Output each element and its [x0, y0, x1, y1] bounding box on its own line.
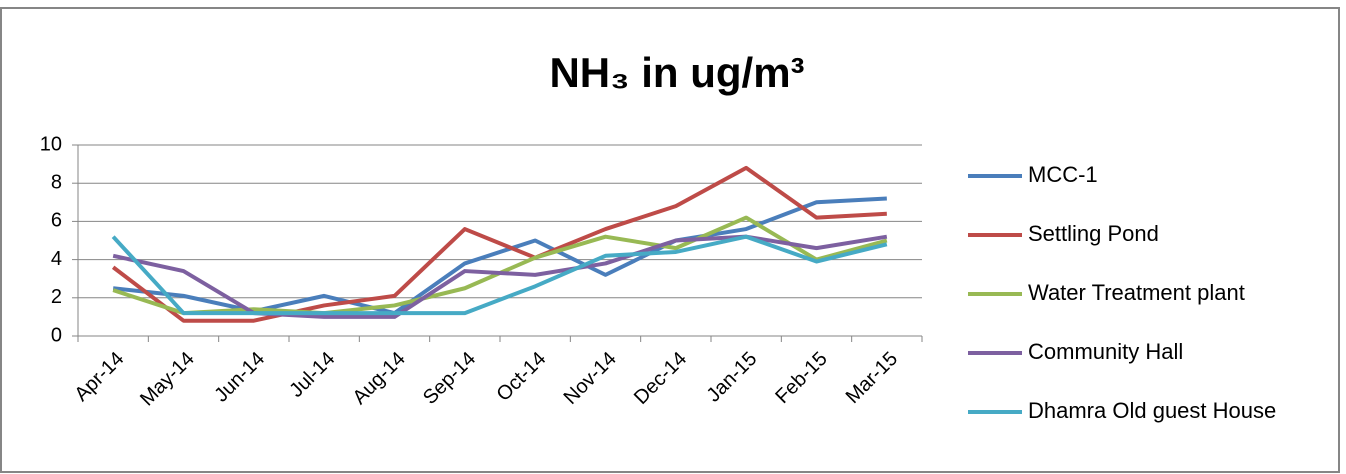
- y-tick-label: 6: [51, 210, 62, 232]
- legend-label: Settling Pond: [1028, 221, 1159, 246]
- series-line: [111, 234, 888, 316]
- y-tick-label: 4: [51, 248, 62, 270]
- y-tick-label: 10: [40, 133, 62, 155]
- legend-label: Dhamra Old guest House: [1028, 398, 1276, 423]
- legend-label: Community Hall: [1028, 339, 1183, 364]
- legend-label: Water Treatment plant: [1028, 280, 1245, 305]
- y-tick-label: 2: [51, 286, 62, 308]
- y-tick-label: 8: [51, 171, 62, 193]
- chart-title: NH₃ in ug/m³: [549, 49, 804, 96]
- series-line: [112, 234, 888, 319]
- chart-border: [0, 7, 1340, 473]
- legend-label: MCC-1: [1028, 162, 1098, 187]
- series-line: [111, 165, 887, 323]
- y-tick-label: 0: [51, 324, 62, 346]
